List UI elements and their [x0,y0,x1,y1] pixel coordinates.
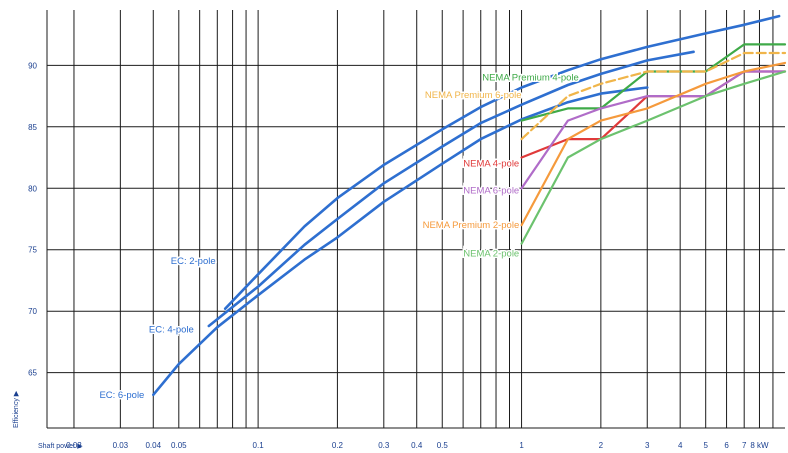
series-label: NEMA Premium 2-pole [423,220,520,231]
x-tick-label: 0.05 [171,441,187,450]
gridlines [46,10,785,429]
series-line [207,50,695,328]
x-tick-label: 5 [703,441,708,450]
series-label: NEMA 6-pole [463,186,519,197]
series-line [223,14,781,310]
y-axis-title: Efficiency ▶ [13,390,20,428]
series-label: NEMA 2-pole [463,248,519,259]
x-tick-label: 0.02 [66,441,82,450]
x-tick-label: 3 [645,441,650,450]
y-tick-label: 65 [28,369,37,378]
x-tick-label: 7 [742,441,747,450]
y-tick-label: 85 [28,123,37,132]
series-lines [152,14,787,397]
series-line [520,70,787,245]
series-label: NEMA Premium 4-pole [482,73,579,84]
x-tick-label: 4 [678,441,683,450]
x-tick-label: 0.03 [113,441,129,450]
series-line [520,51,787,141]
series-line [152,86,649,397]
x-tick-label: 1 [519,441,524,450]
series-line [520,61,787,227]
x-axis-title: Shaft power ▶ [38,443,83,450]
x-tick-label: 0.3 [378,441,390,450]
series-label: NEMA Premium 6-pole [425,90,522,101]
series-label: EC: 2-pole [171,256,216,267]
series-label: NEMA 4-pole [463,159,519,170]
y-tick-label: 90 [28,61,37,70]
x-tick-label: 2 [599,441,604,450]
y-tick-label: 75 [28,246,37,255]
series-label: EC: 4-pole [149,325,194,336]
x-tick-label: 0.04 [145,441,161,450]
x-tick-label: 8 kW [750,441,769,450]
x-tick-label: 0.4 [411,441,423,450]
x-tick-label: 0.2 [332,441,344,450]
series-label: EC: 6-pole [99,390,144,401]
x-tick-label: 0.1 [253,441,265,450]
y-tick-label: 70 [28,307,37,316]
series-labels: EC: 2-pole EC: 4-pole EC: 6-pole NEMA Premi… [98,71,580,402]
y-tick-label: 80 [28,184,37,193]
x-tick-label: 0.5 [437,441,449,450]
x-tick-label: 6 [724,441,729,450]
